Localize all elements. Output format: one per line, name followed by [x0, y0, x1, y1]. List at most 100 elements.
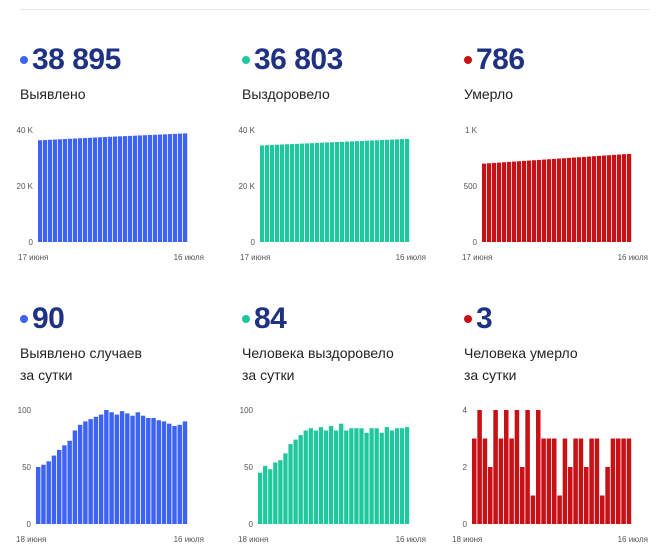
- y-tick-label: 4: [463, 406, 468, 415]
- bar: [335, 142, 340, 242]
- bar: [167, 423, 172, 524]
- bar: [502, 162, 507, 242]
- bar: [320, 142, 325, 242]
- bar: [557, 495, 562, 524]
- bar: [283, 453, 288, 524]
- bar: [375, 140, 380, 242]
- bar: [133, 135, 138, 242]
- bar: [313, 430, 318, 524]
- bar: [492, 162, 497, 242]
- stat-label: Выявлено: [20, 86, 86, 102]
- y-tick-label: 100: [240, 406, 254, 415]
- bar: [290, 144, 295, 242]
- bar: [404, 427, 410, 524]
- x-tick-label-end: 16 июля: [396, 253, 426, 262]
- x-tick-label-end: 16 июля: [618, 535, 648, 544]
- bar: [108, 136, 113, 242]
- y-tick-label: 0: [463, 520, 468, 529]
- x-tick-label-start: 17 июня: [462, 253, 492, 262]
- x-tick-label-start: 17 июня: [240, 253, 270, 262]
- bar: [293, 439, 298, 524]
- bar: [557, 158, 562, 242]
- bar: [168, 134, 173, 242]
- bar: [374, 428, 379, 524]
- x-tick-label-start: 18 июня: [16, 535, 46, 544]
- bar: [542, 159, 547, 242]
- chart-recovered: 0 20 K 40 K 17 июня 16 июля: [239, 126, 426, 262]
- bar: [616, 438, 621, 524]
- bar: [597, 155, 602, 242]
- y-tick-label: 40 K: [239, 126, 256, 135]
- bar: [38, 140, 43, 242]
- bar: [607, 155, 612, 242]
- bar: [349, 428, 354, 524]
- y-tick-label: 50: [244, 463, 253, 472]
- bar: [288, 444, 293, 524]
- bar: [493, 410, 498, 524]
- bar: [36, 467, 41, 524]
- y-tick-label: 0: [249, 520, 254, 529]
- chart-daily-deaths: 0 2 4 18 июня 16 июля: [452, 406, 648, 544]
- bar: [594, 438, 600, 524]
- bar: [389, 430, 394, 524]
- bar: [504, 410, 509, 524]
- bar: [536, 410, 541, 524]
- bar: [345, 141, 350, 242]
- bar: [394, 428, 400, 524]
- stat-card-daily-detected: 90 Выявлено случаев за сутки: [20, 302, 225, 386]
- bar: [617, 154, 622, 242]
- bar: [153, 134, 158, 242]
- bar: [541, 438, 546, 524]
- legend-dot: [242, 56, 250, 64]
- top-divider: [20, 9, 650, 10]
- x-tick-label-end: 16 июля: [174, 535, 204, 544]
- bar: [517, 161, 522, 242]
- bar: [610, 438, 616, 524]
- bar: [83, 421, 88, 524]
- bar: [183, 133, 188, 242]
- y-tick-label: 0: [29, 238, 34, 247]
- stat-card-daily-deaths: 3 Человека умерло за сутки: [464, 302, 662, 386]
- bar: [62, 445, 67, 524]
- bar: [53, 139, 58, 242]
- bar: [530, 495, 536, 524]
- stat-label: Выздоровело: [242, 86, 330, 102]
- bar: [118, 136, 123, 242]
- bar: [589, 438, 594, 524]
- bar: [73, 138, 78, 242]
- bar: [325, 142, 330, 242]
- bar: [520, 467, 525, 524]
- bar: [344, 430, 349, 524]
- stat-label: Человека выздоровело: [242, 345, 394, 361]
- bar: [161, 421, 167, 524]
- bar: [58, 139, 63, 242]
- bar: [123, 136, 128, 242]
- bar: [380, 140, 385, 242]
- bar: [318, 427, 324, 524]
- stat-label: Умерло: [464, 86, 514, 102]
- bar: [104, 410, 109, 524]
- bar: [577, 157, 582, 242]
- bar: [360, 140, 365, 242]
- stat-value: 38 895: [32, 43, 121, 76]
- bar: [323, 430, 329, 524]
- bar: [88, 137, 93, 242]
- bar: [138, 135, 143, 242]
- bar: [298, 435, 303, 524]
- bar: [114, 414, 120, 524]
- stat-label: Выявлено случаев: [20, 345, 142, 361]
- bar: [148, 134, 153, 242]
- bar: [400, 139, 405, 242]
- bar: [156, 420, 161, 524]
- bar: [573, 438, 578, 524]
- bar: [146, 417, 151, 524]
- bar: [546, 438, 552, 524]
- bar: [48, 139, 53, 242]
- bar: [56, 449, 62, 524]
- bar: [532, 160, 537, 242]
- bar: [621, 438, 626, 524]
- x-tick-label-end: 16 июля: [618, 253, 648, 262]
- stat-label-sub: за сутки: [242, 367, 295, 383]
- bar: [522, 160, 527, 242]
- bar: [300, 143, 305, 242]
